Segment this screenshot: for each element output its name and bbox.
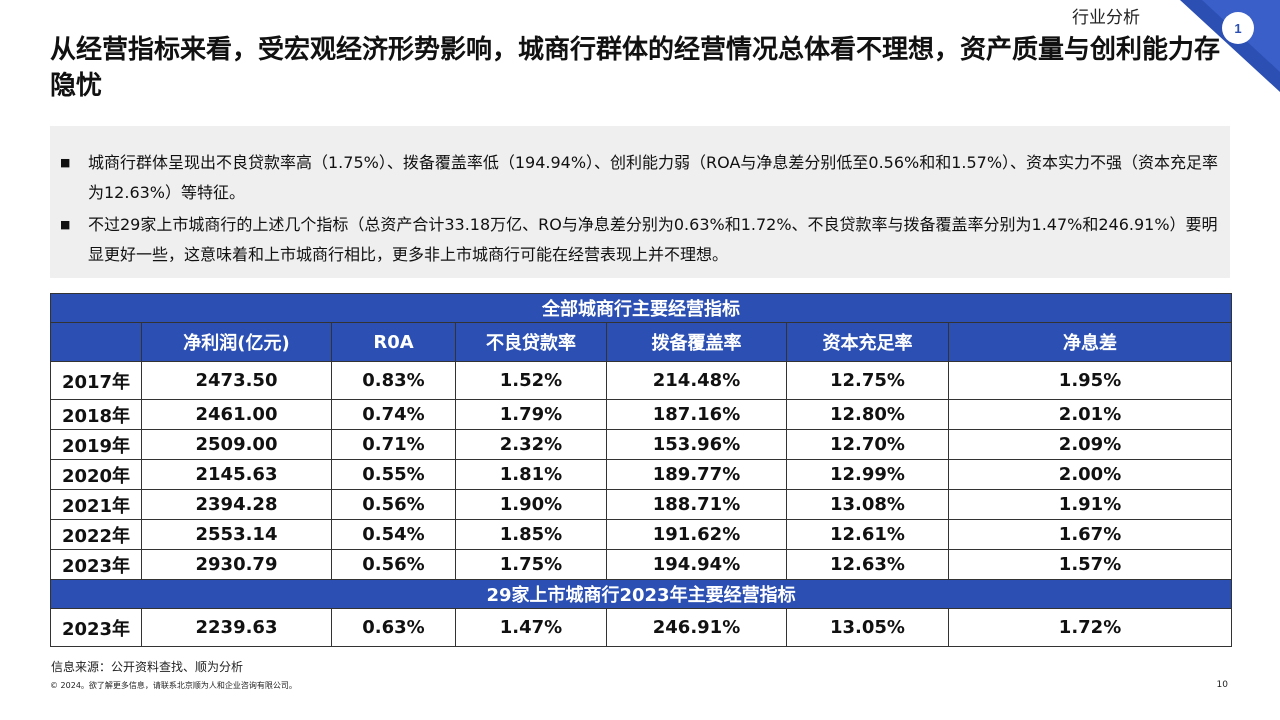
table-cell: 12.75% xyxy=(786,361,949,400)
column-header: 净利润(亿元) xyxy=(141,322,332,362)
table-cell: 2022年 xyxy=(50,519,142,550)
summary-box: ■ 城商行群体呈现出不良贷款率高（1.75%）、拨备覆盖率低（194.94%）、… xyxy=(50,126,1230,278)
table-cell: 2461.00 xyxy=(141,399,332,430)
table-cell: 2553.14 xyxy=(141,519,332,550)
table-cell: 12.61% xyxy=(786,519,949,550)
page-badge-number: 1 xyxy=(1234,21,1241,36)
table-header-row: 净利润(亿元) R0A 不良贷款率 拨备覆盖率 资本充足率 净息差 xyxy=(50,322,1233,362)
table-cell: 12.99% xyxy=(786,459,949,490)
table-cell: 2019年 xyxy=(50,429,142,460)
table-cell: 1.52% xyxy=(455,361,607,400)
column-header: 拨备覆盖率 xyxy=(606,322,787,362)
table-cell: 1.75% xyxy=(455,549,607,580)
table-cell: 1.95% xyxy=(947,361,1233,400)
table-row: 2021年 2394.28 0.56% 1.90% 188.71% 13.08%… xyxy=(50,489,1233,520)
table-cell: 2930.79 xyxy=(141,549,332,580)
table-cell: 12.70% xyxy=(786,429,949,460)
section-label: 行业分析 xyxy=(1072,8,1140,28)
summary-bullet: ■ 城商行群体呈现出不良贷款率高（1.75%）、拨备覆盖率低（194.94%）、… xyxy=(60,148,1220,208)
table-cell: 0.56% xyxy=(331,549,456,580)
table-cell: 2023年 xyxy=(50,549,142,580)
table-row: 2017年 2473.50 0.83% 1.52% 214.48% 12.75%… xyxy=(50,361,1233,400)
table-cell: 214.48% xyxy=(606,361,787,400)
table-cell: 1.81% xyxy=(455,459,607,490)
table-cell: 0.63% xyxy=(331,608,456,647)
table-cell: 2017年 xyxy=(50,361,142,400)
metrics-table: 全部城商行主要经营指标 净利润(亿元) R0A 不良贷款率 拨备覆盖率 资本充足… xyxy=(49,293,1233,647)
table-cell: 0.74% xyxy=(331,399,456,430)
table-cell: 0.71% xyxy=(331,429,456,460)
table-cell: 1.90% xyxy=(455,489,607,520)
banner-all-label: 全部城商行主要经营指标 xyxy=(49,293,1233,323)
table-cell: 12.80% xyxy=(786,399,949,430)
banner-listed-label: 29家上市城商行2023年主要经营指标 xyxy=(49,579,1233,609)
page-badge-corner: 1 xyxy=(1180,0,1280,92)
copyright-note: © 2024。欲了解更多信息，请联系北京顺为人和企业咨询有限公司。 xyxy=(50,681,297,690)
table-row: 2023年 2239.63 0.63% 1.47% 246.91% 13.05%… xyxy=(50,608,1233,647)
table-cell: 2145.63 xyxy=(141,459,332,490)
column-header: R0A xyxy=(331,322,456,362)
table-cell: 1.47% xyxy=(455,608,607,647)
summary-bullet-text: 不过29家上市城商行的上述几个指标（总资产合计33.18万亿、RO与净息差分别为… xyxy=(88,215,1218,264)
summary-bullet-text: 城商行群体呈现出不良贷款率高（1.75%）、拨备覆盖率低（194.94%）、创利… xyxy=(88,153,1219,202)
table-cell: 1.72% xyxy=(947,608,1233,647)
table-cell: 2020年 xyxy=(50,459,142,490)
table-cell: 2018年 xyxy=(50,399,142,430)
column-header: 净息差 xyxy=(947,322,1233,362)
table-cell: 2.32% xyxy=(455,429,607,460)
bullet-square-icon: ■ xyxy=(60,218,71,231)
page-number: 10 xyxy=(1216,680,1228,690)
table-cell: 1.67% xyxy=(947,519,1233,550)
table-cell: 153.96% xyxy=(606,429,787,460)
table-row: 2020年 2145.63 0.55% 1.81% 189.77% 12.99%… xyxy=(50,459,1233,490)
table-cell: 13.08% xyxy=(786,489,949,520)
table-cell: 0.56% xyxy=(331,489,456,520)
summary-bullet: ■ 不过29家上市城商行的上述几个指标（总资产合计33.18万亿、RO与净息差分… xyxy=(60,210,1220,270)
table-banner-all: 全部城商行主要经营指标 xyxy=(49,293,1233,323)
table-cell: 1.79% xyxy=(455,399,607,430)
bullet-square-icon: ■ xyxy=(60,156,71,169)
table-cell: 2.09% xyxy=(947,429,1233,460)
table-cell: 194.94% xyxy=(606,549,787,580)
table-row: 2019年 2509.00 0.71% 2.32% 153.96% 12.70%… xyxy=(50,429,1233,460)
table-row: 2018年 2461.00 0.74% 1.79% 187.16% 12.80%… xyxy=(50,399,1233,430)
table-cell: 1.91% xyxy=(947,489,1233,520)
table-cell: 2023年 xyxy=(50,608,142,647)
table-cell: 191.62% xyxy=(606,519,787,550)
table-cell: 0.54% xyxy=(331,519,456,550)
source-note: 信息来源：公开资料查找、顺为分析 xyxy=(51,660,244,674)
page-title: 从经营指标来看，受宏观经济形势影响，城商行群体的经营情况总体看不理想，资产质量与… xyxy=(50,35,1221,101)
column-header: 资本充足率 xyxy=(786,322,949,362)
table-cell: 2473.50 xyxy=(141,361,332,400)
table-cell: 2021年 xyxy=(50,489,142,520)
table-cell: 189.77% xyxy=(606,459,787,490)
table-cell: 246.91% xyxy=(606,608,787,647)
table-cell: 2.00% xyxy=(947,459,1233,490)
table-row: 2022年 2553.14 0.54% 1.85% 191.62% 12.61%… xyxy=(50,519,1233,550)
table-cell: 2509.00 xyxy=(141,429,332,460)
table-cell: 0.83% xyxy=(331,361,456,400)
table-cell: 1.57% xyxy=(947,549,1233,580)
table-cell: 0.55% xyxy=(331,459,456,490)
table-cell: 13.05% xyxy=(786,608,949,647)
table-cell: 187.16% xyxy=(606,399,787,430)
column-header: 不良贷款率 xyxy=(455,322,607,362)
table-cell: 2394.28 xyxy=(141,489,332,520)
table-cell: 2239.63 xyxy=(141,608,332,647)
table-cell: 1.85% xyxy=(455,519,607,550)
table-cell: 2.01% xyxy=(947,399,1233,430)
table-cell: 188.71% xyxy=(606,489,787,520)
table-banner-listed: 29家上市城商行2023年主要经营指标 xyxy=(49,579,1233,609)
table-row: 2023年 2930.79 0.56% 1.75% 194.94% 12.63%… xyxy=(50,549,1233,580)
table-cell: 12.63% xyxy=(786,549,949,580)
column-header xyxy=(50,322,142,362)
